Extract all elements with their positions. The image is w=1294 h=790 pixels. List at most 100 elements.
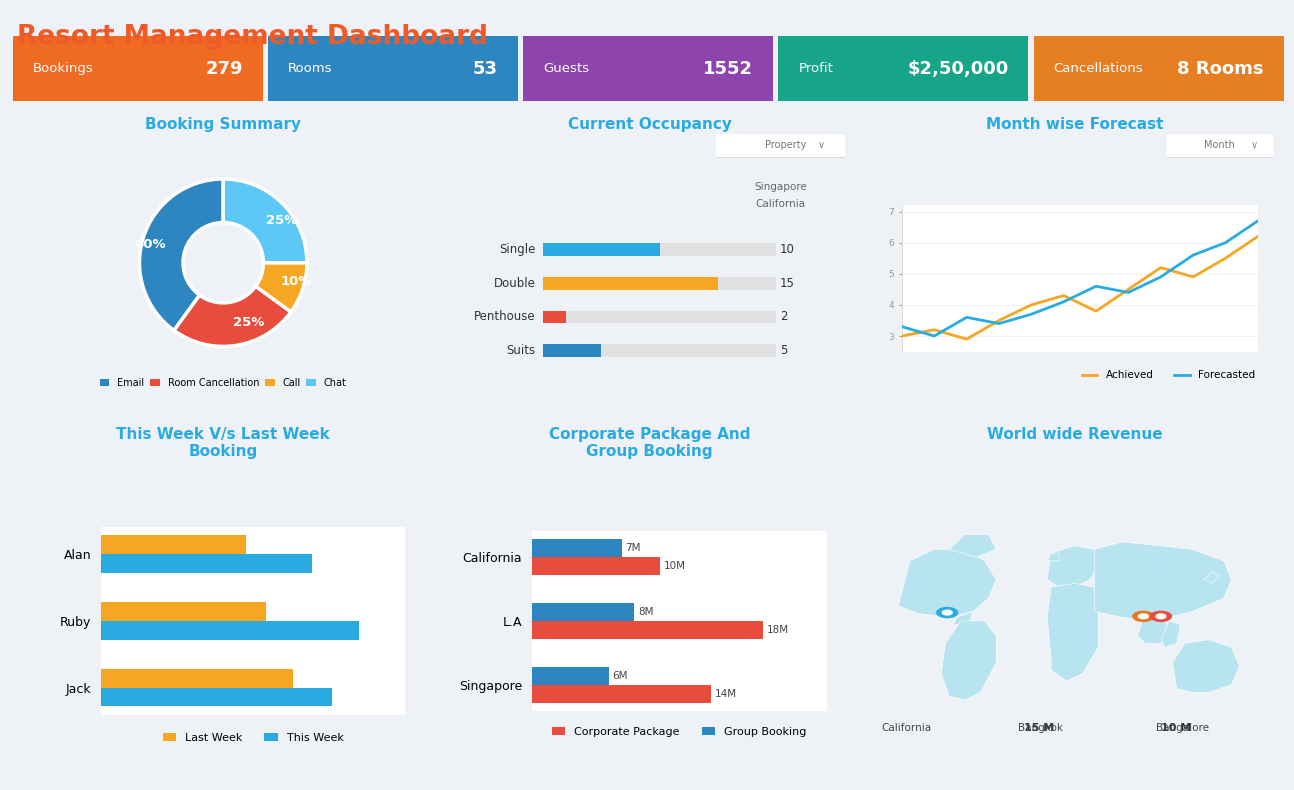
Bar <box>532 621 762 639</box>
Bar <box>532 667 608 685</box>
Text: Month wise Forecast: Month wise Forecast <box>986 117 1163 132</box>
Bar <box>532 603 634 621</box>
Polygon shape <box>1135 619 1152 623</box>
Bar <box>101 602 267 621</box>
Text: Bookings: Bookings <box>32 62 93 75</box>
Text: 10 M: 10 M <box>1161 723 1190 733</box>
Text: Cancellations: Cancellations <box>1053 62 1144 75</box>
Circle shape <box>942 610 952 615</box>
Text: 15 M: 15 M <box>1024 723 1053 733</box>
Text: ∨: ∨ <box>1250 140 1258 150</box>
Text: Bangalore: Bangalore <box>1156 723 1209 733</box>
Text: This Week V/s Last Week
Booking: This Week V/s Last Week Booking <box>116 427 330 459</box>
Text: 53: 53 <box>474 60 498 77</box>
Bar <box>532 539 621 557</box>
Text: Booking Summary: Booking Summary <box>145 117 302 132</box>
Bar <box>543 310 567 323</box>
Text: Singapore: Singapore <box>754 182 806 192</box>
Polygon shape <box>1172 640 1240 692</box>
Text: Penthouse: Penthouse <box>474 310 536 323</box>
Text: Property: Property <box>765 140 806 150</box>
Polygon shape <box>1095 542 1232 621</box>
Legend: Corporate Package, Group Booking: Corporate Package, Group Booking <box>547 723 811 742</box>
Text: Month: Month <box>1205 140 1234 150</box>
Bar <box>101 688 333 706</box>
Bar <box>543 344 776 357</box>
Text: California: California <box>881 723 932 733</box>
Bar <box>543 243 660 256</box>
Polygon shape <box>1161 621 1180 647</box>
Bar <box>543 344 602 357</box>
Polygon shape <box>1047 583 1099 681</box>
Bar <box>543 243 776 256</box>
Text: 7M: 7M <box>625 543 641 553</box>
Polygon shape <box>1047 546 1099 587</box>
Bar <box>543 277 718 290</box>
Text: Single: Single <box>499 243 536 256</box>
Circle shape <box>1132 611 1154 621</box>
Text: 8M: 8M <box>638 607 653 617</box>
Circle shape <box>1156 614 1166 619</box>
Bar <box>532 685 712 703</box>
Text: Profit: Profit <box>798 62 833 75</box>
FancyBboxPatch shape <box>779 36 1029 101</box>
Text: Current Occupancy: Current Occupancy <box>568 117 731 132</box>
Polygon shape <box>939 615 955 619</box>
Text: Corporate Package And
Group Booking: Corporate Package And Group Booking <box>549 427 751 459</box>
Text: Double: Double <box>494 277 536 290</box>
FancyBboxPatch shape <box>268 36 518 101</box>
Text: 5: 5 <box>780 344 787 357</box>
Wedge shape <box>140 179 224 330</box>
Text: 25%: 25% <box>233 316 264 329</box>
Polygon shape <box>950 535 996 557</box>
Polygon shape <box>1047 553 1058 561</box>
Text: 1552: 1552 <box>704 60 753 77</box>
Polygon shape <box>954 611 973 625</box>
Text: 10%: 10% <box>281 275 312 288</box>
Polygon shape <box>1153 619 1170 623</box>
Wedge shape <box>256 262 307 312</box>
Bar <box>101 554 312 573</box>
Text: Guests: Guests <box>543 62 589 75</box>
FancyBboxPatch shape <box>523 36 774 101</box>
Text: 14M: 14M <box>716 689 738 699</box>
Text: 15: 15 <box>780 277 795 290</box>
FancyBboxPatch shape <box>1034 36 1284 101</box>
Text: ∨: ∨ <box>818 140 826 150</box>
Bar <box>101 536 246 554</box>
Text: 40%: 40% <box>135 238 166 250</box>
Text: Rooms: Rooms <box>289 62 333 75</box>
Text: Suits: Suits <box>507 344 536 357</box>
Text: 10: 10 <box>780 243 795 256</box>
Polygon shape <box>1137 613 1168 644</box>
Wedge shape <box>173 286 291 346</box>
Text: 8 Rooms: 8 Rooms <box>1178 60 1264 77</box>
FancyBboxPatch shape <box>13 36 263 101</box>
Polygon shape <box>941 621 996 700</box>
Text: 25%: 25% <box>265 213 298 227</box>
Circle shape <box>937 608 958 618</box>
Bar <box>101 621 358 640</box>
Polygon shape <box>1203 572 1220 583</box>
Text: Resort Management Dashboard: Resort Management Dashboard <box>17 24 488 50</box>
Bar <box>101 669 292 688</box>
Text: $2,50,000: $2,50,000 <box>907 60 1008 77</box>
Text: Bangkok: Bangkok <box>1018 723 1064 733</box>
FancyBboxPatch shape <box>1165 133 1276 158</box>
Text: 10M: 10M <box>664 561 686 571</box>
Text: California: California <box>756 199 805 209</box>
FancyBboxPatch shape <box>712 133 849 158</box>
Circle shape <box>1150 611 1171 621</box>
Text: 18M: 18M <box>766 625 789 635</box>
Circle shape <box>1139 614 1148 619</box>
Legend: Email, Room Cancellation, Call, Chat: Email, Room Cancellation, Call, Chat <box>96 374 351 392</box>
Text: 6M: 6M <box>612 671 628 681</box>
Polygon shape <box>898 550 996 617</box>
Wedge shape <box>224 179 307 262</box>
Text: World wide Revenue: World wide Revenue <box>987 427 1162 442</box>
Bar <box>532 557 660 575</box>
Text: 2: 2 <box>780 310 787 323</box>
Legend: Achieved, Forecasted: Achieved, Forecasted <box>1078 366 1259 385</box>
Bar <box>543 310 776 323</box>
Bar <box>543 277 776 290</box>
